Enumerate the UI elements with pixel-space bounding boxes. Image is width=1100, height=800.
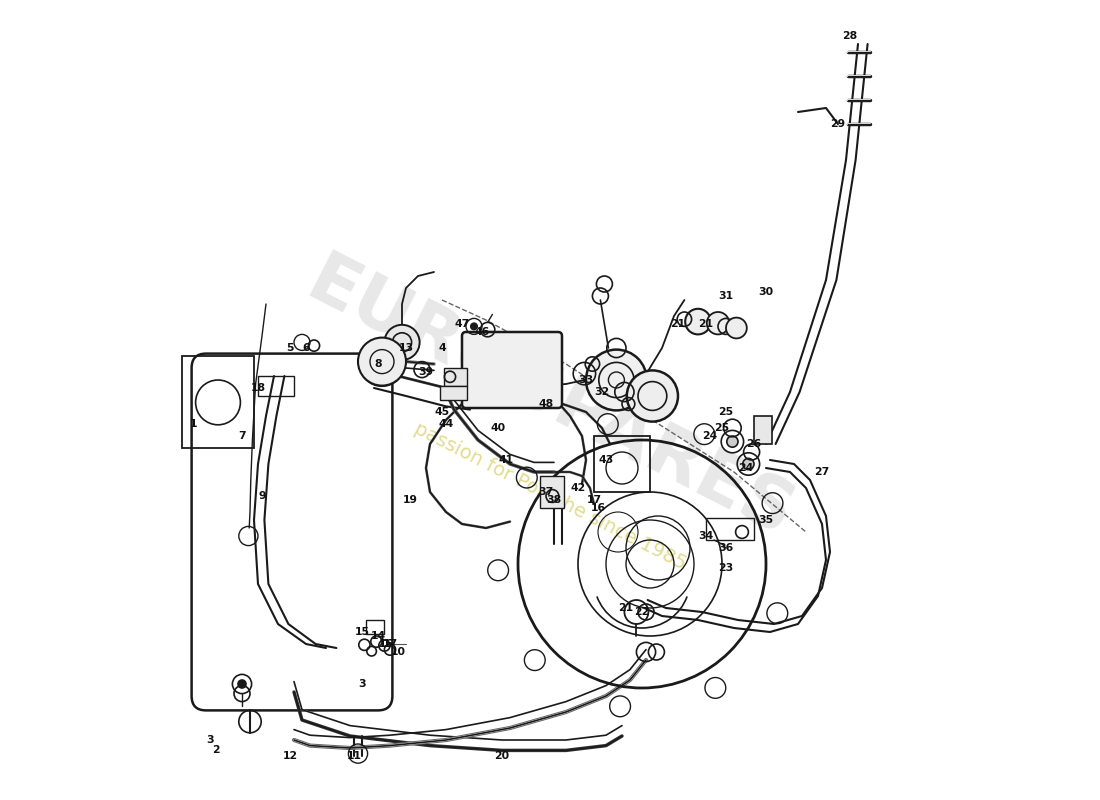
Text: 26: 26 [747,439,761,449]
Text: 15: 15 [354,627,370,637]
Bar [754,416,771,444]
Text: 39: 39 [418,367,433,377]
Circle shape [367,350,396,378]
Text: 25: 25 [718,407,734,417]
Bar [440,386,466,400]
Bar [258,376,294,396]
Text: 38: 38 [547,495,562,505]
Text: 11: 11 [346,751,362,761]
Text: EUROSPARES: EUROSPARES [295,247,805,553]
Text: 40: 40 [491,423,506,433]
Text: 35: 35 [758,515,773,525]
Text: 18: 18 [251,383,265,393]
Text: 6: 6 [302,343,310,353]
Bar [706,518,754,540]
Text: 32: 32 [594,387,609,397]
Text: 13: 13 [398,343,414,353]
Text: 3: 3 [206,735,213,745]
Text: 48: 48 [538,399,553,409]
Text: 17: 17 [586,495,602,505]
Text: 46: 46 [474,327,490,337]
Text: 1: 1 [190,419,198,429]
Text: 43: 43 [598,455,614,465]
Circle shape [358,338,406,386]
Text: 16: 16 [378,639,394,649]
Circle shape [238,680,246,688]
Text: 9: 9 [258,491,266,501]
FancyBboxPatch shape [462,332,562,408]
Bar [366,620,384,634]
Circle shape [471,323,477,330]
Text: 34: 34 [698,531,714,541]
Text: 21: 21 [618,603,634,613]
Circle shape [627,370,678,422]
Text: 29: 29 [830,119,846,129]
Text: 4: 4 [438,343,446,353]
Circle shape [707,312,729,334]
Text: 33: 33 [579,375,594,385]
Text: 14: 14 [371,631,386,641]
Text: 27: 27 [814,467,829,477]
Text: 28: 28 [843,31,858,41]
Bar [444,368,466,386]
Text: 25: 25 [714,423,729,433]
Text: 42: 42 [571,483,585,493]
Text: 31: 31 [718,291,734,301]
Text: 47: 47 [454,319,470,329]
Text: 2: 2 [212,746,220,755]
Text: 21: 21 [670,319,685,329]
Text: 30: 30 [758,287,773,297]
Text: 24: 24 [738,463,754,473]
Text: 8: 8 [374,359,382,369]
Text: 3: 3 [359,679,366,689]
Text: 5: 5 [286,343,294,353]
Text: 36: 36 [718,543,734,553]
Text: 19: 19 [403,495,418,505]
Text: passion for Porsche since 1985: passion for Porsche since 1985 [410,419,690,573]
Text: 45: 45 [434,407,450,417]
Text: 21: 21 [698,319,714,329]
Bar [540,476,564,508]
Circle shape [586,350,647,410]
Text: 37: 37 [538,487,553,497]
Text: 22: 22 [635,607,650,617]
Text: 10: 10 [390,647,406,657]
Text: 7: 7 [239,431,245,441]
Text: 44: 44 [439,419,453,429]
Circle shape [384,325,419,360]
Text: 24: 24 [703,431,717,441]
Text: 20: 20 [494,751,509,761]
Circle shape [726,318,747,338]
Bar [182,356,254,448]
Text: 23: 23 [718,563,734,573]
Text: 41: 41 [498,455,514,465]
Text: 16: 16 [591,503,606,513]
Text: 12: 12 [283,751,298,761]
Circle shape [685,309,711,334]
Circle shape [727,436,738,447]
Text: 17: 17 [383,639,397,649]
Bar [594,436,650,492]
Circle shape [742,458,754,470]
